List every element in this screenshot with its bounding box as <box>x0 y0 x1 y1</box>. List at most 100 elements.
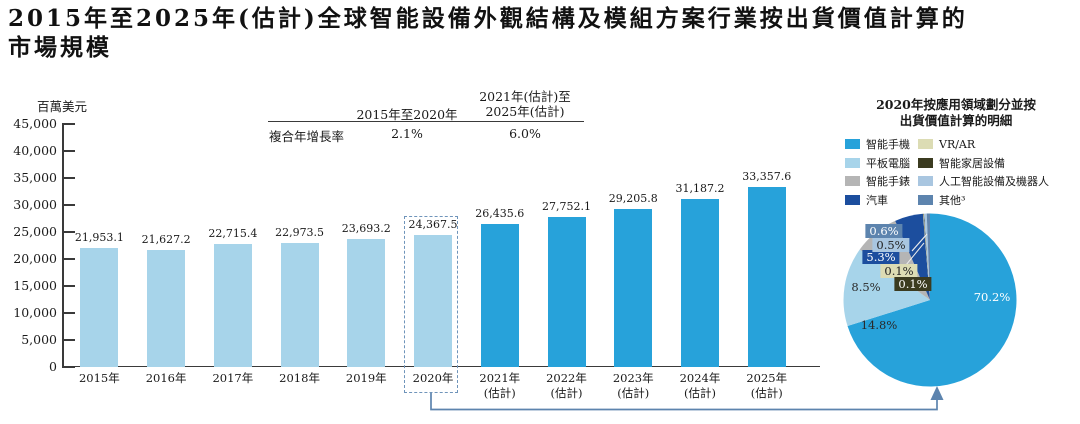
bar <box>414 235 453 367</box>
bar <box>347 239 386 367</box>
x-axis-category-label: 2020年 <box>412 371 454 385</box>
legend-item: 其他³ <box>918 193 965 207</box>
legend-label: 智能手錶 <box>866 175 910 188</box>
x-axis-category-label: 2017年 <box>212 371 254 385</box>
y-tick-mark <box>62 204 75 206</box>
legend-label: 智能家居設備 <box>939 156 1005 170</box>
pie-percent-label: 70.2% <box>973 290 1011 304</box>
pie-chart-title: 2020年按應用領域劃分並按 出貨價值計算的明細 <box>840 97 1072 128</box>
legend-swatch <box>918 194 933 205</box>
y-tick-label: 25,000 <box>13 224 57 239</box>
legend-swatch <box>918 176 933 186</box>
y-tick-mark <box>62 231 75 233</box>
legend-label: VR/AR <box>939 137 976 151</box>
cagr-col2-header-line2: 2025年(估計) <box>485 103 565 119</box>
bar <box>747 186 786 367</box>
y-axis-line <box>62 124 64 367</box>
bar <box>80 248 119 367</box>
pie-percent-label: 0.1% <box>880 264 918 278</box>
bar-group: 31,187.2 <box>667 124 734 367</box>
bar-value-label: 29,205.8 <box>608 192 658 206</box>
pie-percent-label: 14.8% <box>860 318 898 332</box>
bar <box>614 209 653 367</box>
x-axis-category-label: 2025年 (估計) <box>746 371 788 400</box>
x-axis-category-label: 2022年 (估計) <box>546 371 587 400</box>
cagr-value-2021-2025: 6.0% <box>509 126 541 141</box>
cagr-col1-header: 2015年至2020年 <box>356 107 458 122</box>
y-tick-label: 0 <box>49 359 57 374</box>
bar-value-label: 26,435.6 <box>475 207 525 221</box>
y-tick-mark <box>62 285 75 287</box>
bar-value-label: 31,187.2 <box>675 181 725 195</box>
legend-item: 汽車 <box>845 193 888 207</box>
legend-swatch <box>918 139 933 149</box>
y-tick-mark <box>62 150 75 152</box>
pie-slice <box>843 249 930 327</box>
bar-value-label: 22,973.5 <box>275 225 325 239</box>
legend-item: 人工智能設備及機器人 <box>918 174 1049 188</box>
bar <box>213 244 252 367</box>
x-axis-category-label: 2018年 <box>279 371 320 385</box>
y-tick-mark <box>62 339 75 341</box>
bar <box>280 242 319 367</box>
bar <box>680 198 719 367</box>
legend-label: 平板電腦 <box>866 156 910 170</box>
legend-item: VR/AR <box>918 137 975 151</box>
bar-group: 27,752.1 <box>533 124 600 367</box>
bar-group: 21,627.2 <box>133 124 200 367</box>
y-tick-mark <box>62 177 75 179</box>
bar-value-label: 33,357.6 <box>742 169 792 183</box>
figure-title-line2: 市場規模 <box>8 34 112 61</box>
pie-percent-label: 0.1% <box>894 277 932 291</box>
bar-group: 33,357.6 <box>733 124 800 367</box>
figure-title: 2015年至2025年(估計)全球智能設備外觀結構及模組方案行業按出貨價值計算的… <box>8 4 1078 62</box>
legend-swatch <box>918 157 933 168</box>
pie-chart-title-line2: 出貨價值計算的明細 <box>899 112 1013 128</box>
legend-swatch <box>845 194 860 205</box>
y-tick-label: 20,000 <box>13 251 57 266</box>
y-tick-label: 10,000 <box>13 305 57 320</box>
cagr-col2-header-line1: 2021年(估計)至 <box>479 89 571 104</box>
pie-percent-label: 5.3% <box>862 250 900 264</box>
cagr-value-2015-2020: 2.1% <box>391 126 423 141</box>
bar-group: 21,953.1 <box>66 124 133 367</box>
legend-item: 智能家居設備 <box>918 156 1005 170</box>
bar <box>547 217 586 367</box>
cagr-col2-header: 2021年(估計)至 2025年(估計) <box>460 89 590 119</box>
pie-percent-label: 8.5% <box>851 280 881 294</box>
bar-value-label: 22,715.4 <box>208 227 258 241</box>
y-tick-label: 40,000 <box>13 143 57 158</box>
bar-value-label: 23,693.2 <box>341 222 391 236</box>
y-tick-label: 45,000 <box>13 116 57 131</box>
legend-label: 其他³ <box>939 193 966 207</box>
y-axis-unit-label: 百萬美元 <box>37 99 88 114</box>
bar-value-label: 21,627.2 <box>141 233 191 247</box>
y-tick-label: 15,000 <box>13 278 57 293</box>
figure-title-line1: 2015年至2025年(估計)全球智能設備外觀結構及模組方案行業按出貨價值計算的 <box>8 5 968 32</box>
legend-item: 平板電腦 <box>845 156 910 170</box>
bar-group: 24,367.5 <box>400 124 467 367</box>
cagr-table-rule <box>268 120 584 123</box>
pie-chart-title-line1: 2020年按應用領域劃分並按 <box>876 97 1036 112</box>
bar-group: 22,973.5 <box>266 124 333 367</box>
y-tick-mark <box>62 123 75 125</box>
x-axis-category-label: 2019年 <box>345 371 387 385</box>
x-axis-category-label: 2016年 <box>145 371 187 385</box>
legend-label: 汽車 <box>866 193 888 207</box>
legend-swatch <box>845 176 860 186</box>
pie-percent-label: 0.6% <box>865 224 903 238</box>
bar-group: 29,205.8 <box>600 124 667 367</box>
bar-group: 23,693.2 <box>333 124 400 367</box>
legend-item: 智能手錶 <box>845 174 910 188</box>
bar-series: 21,953.1 21,627.2 22,715.4 22,973.5 23,693.2… <box>66 124 800 367</box>
legend-swatch <box>845 139 860 149</box>
legend-label: 人工智能設備及機器人 <box>939 175 1049 188</box>
x-axis-category-label: 2021年 (估計) <box>479 371 521 400</box>
bar-group: 22,715.4 <box>199 124 266 367</box>
x-axis-category-label: 2015年 <box>78 371 120 385</box>
x-axis-category-label: 2023年 (估計) <box>612 371 654 400</box>
y-tick-mark <box>62 312 75 314</box>
y-tick-label: 30,000 <box>13 197 57 212</box>
bar-value-label: 24,367.5 <box>408 218 458 232</box>
